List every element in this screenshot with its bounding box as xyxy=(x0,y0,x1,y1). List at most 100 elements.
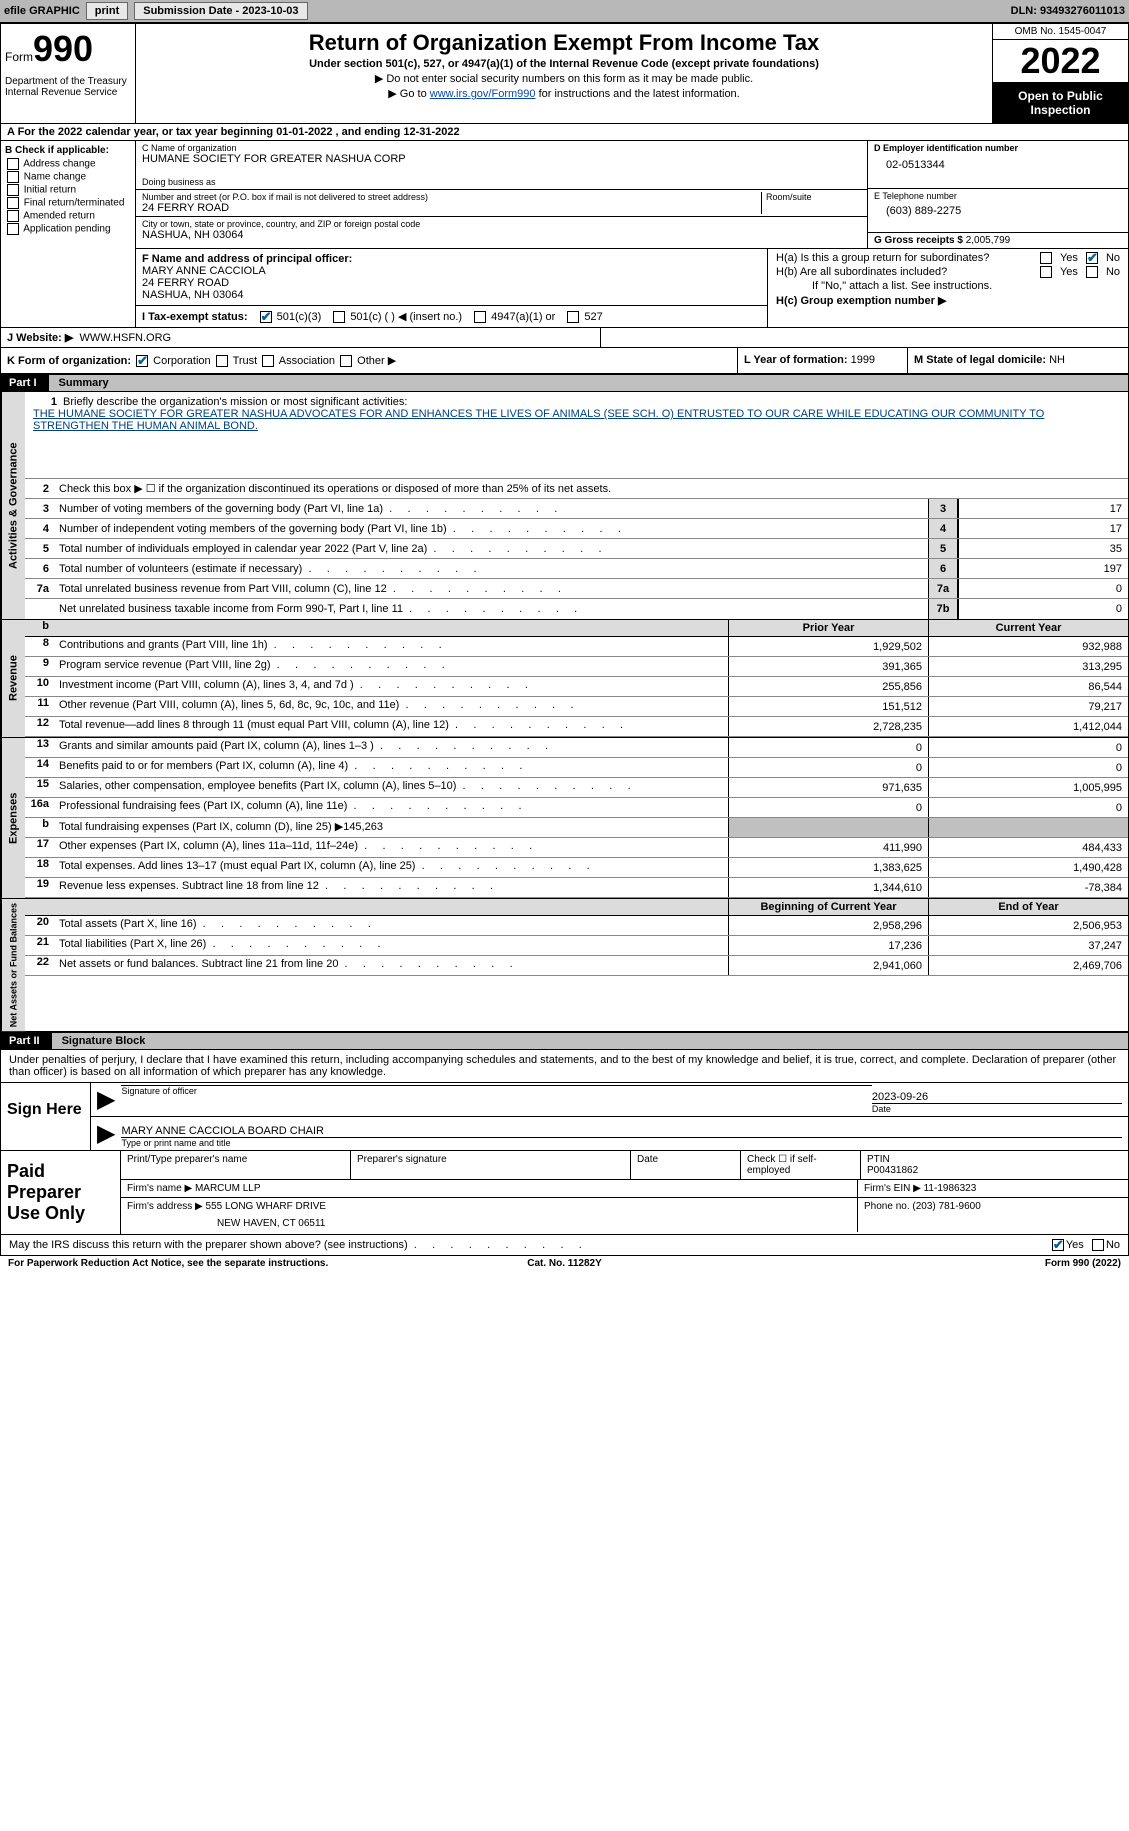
sig-intro: Under penalties of perjury, I declare th… xyxy=(0,1050,1129,1083)
firm-addr1: 555 LONG WHARF DRIVE xyxy=(206,1201,327,1212)
print-button[interactable]: print xyxy=(86,2,128,20)
mission-num: 1 xyxy=(33,396,57,408)
row-k-org-form: K Form of organization: Corporation Trus… xyxy=(0,348,1129,374)
sign-here-block: Sign Here ▶ Signature of officer 2023-09… xyxy=(0,1083,1129,1151)
gov-line-7a: 7aTotal unrelated business revenue from … xyxy=(25,579,1128,599)
sig-date-label: Date xyxy=(872,1104,891,1114)
sig-arrow-icon: ▶ xyxy=(97,1085,115,1114)
state-domicile: M State of legal domicile: NH xyxy=(908,348,1128,373)
submission-date-button[interactable]: Submission Date - 2023-10-03 xyxy=(134,2,307,20)
year-formation: L Year of formation: 1999 xyxy=(738,348,908,373)
part2-title: Signature Block xyxy=(52,1033,1128,1049)
sig-name-label: Type or print name and title xyxy=(121,1138,230,1148)
ein-label: D Employer identification number xyxy=(874,143,1018,153)
line-14: 14Benefits paid to or for members (Part … xyxy=(25,758,1128,778)
prep-date-label: Date xyxy=(631,1151,741,1179)
row-a-period: A For the 2022 calendar year, or tax yea… xyxy=(0,124,1129,141)
revenue-col-headers: b Prior Year Current Year xyxy=(25,620,1128,637)
firm-ein-label: Firm's EIN ▶ xyxy=(864,1183,921,1194)
ha-yes[interactable] xyxy=(1040,252,1052,264)
footer-yes[interactable] xyxy=(1052,1239,1064,1251)
part2-num: Part II xyxy=(9,1035,40,1047)
org-name: HUMANE SOCIETY FOR GREATER NASHUA CORP xyxy=(142,153,861,165)
hb-row: H(b) Are all subordinates included? Yes … xyxy=(772,265,1124,279)
gross-label: G Gross receipts $ xyxy=(874,235,963,246)
expenses-section: Expenses 13Grants and similar amounts pa… xyxy=(0,738,1129,899)
officer-addr2: NASHUA, NH 03064 xyxy=(142,289,761,301)
sig-name-value: MARY ANNE CACCIOLA BOARD CHAIR xyxy=(121,1125,1122,1138)
form-number: Form990 xyxy=(5,28,131,70)
chk-amended[interactable]: Amended return xyxy=(5,210,131,222)
top-toolbar: efile GRAPHIC print Submission Date - 20… xyxy=(0,0,1129,23)
sig-officer-label: Signature of officer xyxy=(121,1086,196,1096)
chk-corp[interactable] xyxy=(136,355,148,367)
line-19: 19Revenue less expenses. Subtract line 1… xyxy=(25,878,1128,898)
sig-name-row: ▶ MARY ANNE CACCIOLA BOARD CHAIR Type or… xyxy=(91,1117,1128,1150)
sig-arrow-icon-2: ▶ xyxy=(97,1119,115,1148)
part1-num: Part I xyxy=(9,377,37,389)
hb-no[interactable] xyxy=(1086,266,1098,278)
chk-name-change[interactable]: Name change xyxy=(5,171,131,183)
street-cell: Number and street (or P.O. box if mail i… xyxy=(136,190,867,217)
chk-4947[interactable]: 4947(a)(1) or xyxy=(472,311,555,323)
section-bcde: B Check if applicable: Address change Na… xyxy=(0,141,1129,328)
gov-line-4: 4Number of independent voting members of… xyxy=(25,519,1128,539)
chk-assoc[interactable] xyxy=(262,355,274,367)
hdr-beg-year: Beginning of Current Year xyxy=(728,899,928,915)
website-label: J Website: ▶ xyxy=(7,332,73,344)
mission-blank3 xyxy=(33,460,1120,474)
form-prefix: Form xyxy=(5,50,33,64)
revenue-section: Revenue b Prior Year Current Year 8Contr… xyxy=(0,620,1129,738)
chk-app-pending[interactable]: Application pending xyxy=(5,223,131,235)
hb-label: H(b) Are all subordinates included? xyxy=(776,266,1032,278)
firm-addr2: NEW HAVEN, CT 06511 xyxy=(127,1212,851,1229)
chk-other[interactable] xyxy=(340,355,352,367)
tel-value: (603) 889-2275 xyxy=(874,201,1122,221)
firm-phone-label: Phone no. xyxy=(864,1201,910,1212)
hb-yes[interactable] xyxy=(1040,266,1052,278)
chk-501c[interactable]: 501(c) ( ) ◀ (insert no.) xyxy=(331,310,462,323)
mission-label: Briefly describe the organization's miss… xyxy=(63,396,407,408)
form-title: Return of Organization Exempt From Incom… xyxy=(144,30,984,56)
omb-number: OMB No. 1545-0047 xyxy=(993,24,1128,40)
tel-label: E Telephone number xyxy=(874,191,1122,201)
gov-line-7b: Net unrelated business taxable income fr… xyxy=(25,599,1128,619)
pra-notice: For Paperwork Reduction Act Notice, see … xyxy=(8,1258,379,1269)
footer-q-text: May the IRS discuss this return with the… xyxy=(9,1239,408,1251)
preparer-block: Paid Preparer Use Only Print/Type prepar… xyxy=(0,1151,1129,1235)
ein-cell: D Employer identification number 02-0513… xyxy=(868,141,1128,189)
tax-status-label: I Tax-exempt status: xyxy=(142,311,248,323)
line-13: 13Grants and similar amounts paid (Part … xyxy=(25,738,1128,758)
vtab-revenue: Revenue xyxy=(1,620,25,737)
hc-row: H(c) Group exemption number ▶ xyxy=(772,293,1124,308)
governance-section: Activities & Governance 1Briefly describ… xyxy=(0,392,1129,620)
footer-no[interactable] xyxy=(1092,1239,1104,1251)
note-link-suffix: for instructions and the latest informat… xyxy=(536,88,740,100)
footer-question: May the IRS discuss this return with the… xyxy=(0,1235,1129,1256)
ha-row: H(a) Is this a group return for subordin… xyxy=(772,251,1124,265)
chk-initial-return[interactable]: Initial return xyxy=(5,184,131,196)
cat-no: Cat. No. 11282Y xyxy=(379,1258,750,1269)
hb-note: If "No," attach a list. See instructions… xyxy=(772,279,1124,293)
chk-501c3[interactable]: 501(c)(3) xyxy=(258,311,322,323)
chk-final-return[interactable]: Final return/terminated xyxy=(5,197,131,209)
prep-ptin-cell: PTIN P00431862 xyxy=(861,1151,1128,1179)
header-left: Form990 Department of the Treasury Inter… xyxy=(1,24,136,123)
chk-trust[interactable] xyxy=(216,355,228,367)
chk-527[interactable]: 527 xyxy=(565,311,602,323)
dba-label: Doing business as xyxy=(142,177,861,187)
city-label: City or town, state or province, country… xyxy=(142,219,861,229)
hc-label: H(c) Group exemption number ▶ xyxy=(776,294,946,307)
col-c-org-info: C Name of organization HUMANE SOCIETY FO… xyxy=(136,141,1128,327)
line-22: 22Net assets or fund balances. Subtract … xyxy=(25,956,1128,976)
form-subtitle: Under section 501(c), 527, or 4947(a)(1)… xyxy=(144,58,984,70)
note-ssn: ▶ Do not enter social security numbers o… xyxy=(144,72,984,85)
ha-no[interactable] xyxy=(1086,252,1098,264)
irs-link[interactable]: www.irs.gov/Form990 xyxy=(430,88,536,100)
k-label: K Form of organization: xyxy=(7,355,131,367)
chk-address-change[interactable]: Address change xyxy=(5,158,131,170)
line-18: 18Total expenses. Add lines 13–17 (must … xyxy=(25,858,1128,878)
period-text: A For the 2022 calendar year, or tax yea… xyxy=(7,126,460,138)
f-label: F Name and address of principal officer: xyxy=(142,253,352,265)
mission-blank1 xyxy=(33,432,1120,446)
